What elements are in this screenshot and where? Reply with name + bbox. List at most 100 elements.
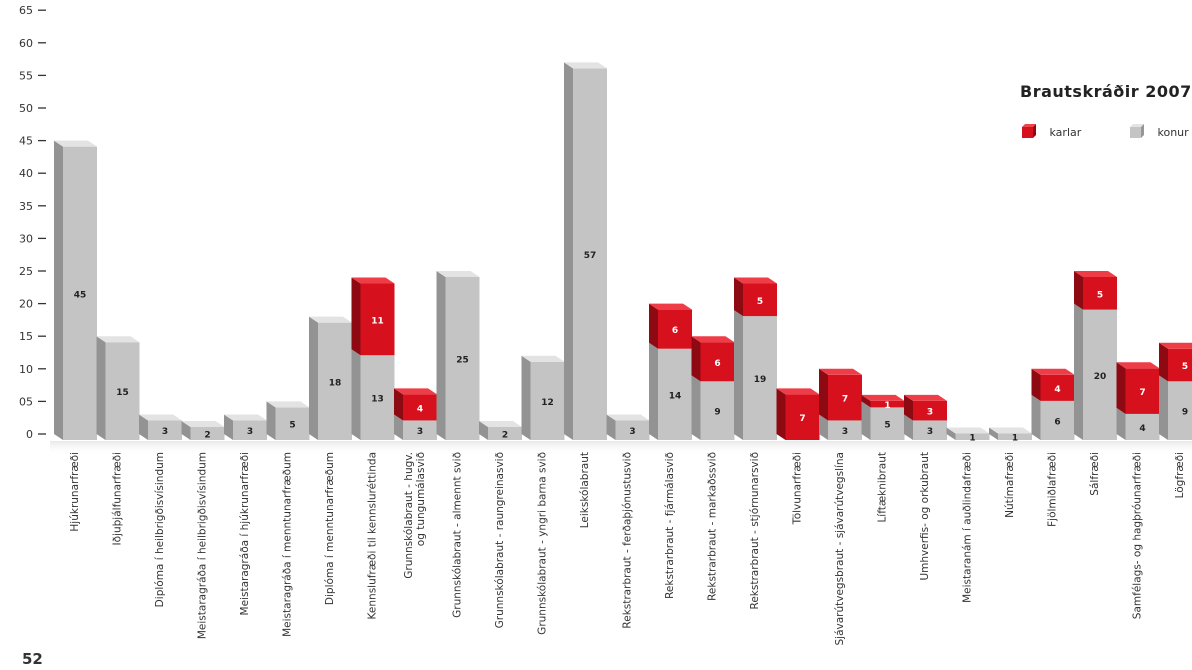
bar-konur-front	[743, 316, 777, 440]
bar-konur-side	[1159, 375, 1168, 440]
category-label: Líftæknibraut	[877, 452, 889, 523]
bar-group: 5	[266, 401, 310, 440]
y-tick-label: 15	[19, 330, 33, 343]
bar-konur-front	[105, 342, 140, 440]
category-label: Grunnskólabraut - yngri barna svið	[537, 452, 549, 635]
bar-konur-side	[479, 420, 488, 440]
category-label: Meistaranám í auðlindafræði	[962, 452, 974, 603]
legend-label-konur: konur	[1157, 126, 1189, 139]
bar-karlar-top	[351, 277, 395, 284]
bar-konur-value-label: 1	[969, 434, 975, 444]
bar-karlar-value-label: 5	[1182, 362, 1188, 372]
category-label: Fjölmiðlafræði	[1047, 452, 1059, 527]
bar-konur-value-label: 6	[1054, 417, 1060, 427]
bar-konur-value-label: 12	[541, 398, 554, 408]
bar-konur: 5	[861, 401, 905, 440]
bar-karlar-value-label: 6	[672, 326, 678, 336]
bar-konur-side	[1116, 407, 1126, 440]
y-tick-label: 35	[19, 200, 33, 213]
bar-konur-front	[233, 420, 267, 440]
bar-karlar-value-label: 5	[1097, 290, 1103, 300]
bar-konur-side	[266, 401, 276, 440]
bar-konur-side	[564, 62, 573, 441]
category-label: Kennslufræði til kennsluréttinda	[367, 452, 379, 619]
bar-group: 45	[54, 140, 97, 440]
bar-group: 7	[776, 388, 820, 440]
category-label: Umhverfis- og orkubraut	[919, 452, 931, 581]
bar-konur-side	[861, 401, 871, 440]
bar-konur-side	[691, 375, 701, 440]
bar-karlar-front	[1168, 348, 1192, 382]
bar-konur-side	[649, 342, 658, 440]
bar-konur-side	[181, 420, 191, 440]
bar-group: 57	[564, 62, 607, 441]
bar-konur: 18	[309, 316, 352, 440]
bar-konur: 2	[181, 420, 225, 440]
bar-konur-front	[403, 420, 437, 440]
bar-konur-front	[828, 420, 862, 440]
bar-konur: 3	[904, 414, 947, 440]
category-label: Diplóma í heilbrigðisvísindum	[154, 452, 166, 607]
bar-konur-front	[360, 355, 395, 440]
bar-konur: 9	[1159, 375, 1192, 440]
bar-karlar-side	[1116, 362, 1126, 414]
bar-karlar-value-label: 1	[884, 401, 890, 411]
bar-group: 95	[1159, 342, 1192, 440]
bar-konur-value-label: 15	[116, 388, 129, 398]
bar-karlar: 3	[904, 394, 947, 421]
bar-konur-front	[190, 426, 225, 440]
bar-group: 12	[521, 355, 565, 440]
bar-karlar: 4	[394, 388, 437, 421]
bar-group: 3	[606, 414, 650, 440]
bar-karlar-side	[351, 277, 361, 356]
bar-konur-value-label: 18	[329, 378, 342, 388]
bar-konur: 6	[1031, 394, 1075, 440]
legend-swatch-konur-icon	[1130, 124, 1144, 138]
bar-karlar-value-label: 4	[417, 404, 423, 414]
legend-item-konur: konur	[1130, 124, 1189, 139]
bar-konur-top	[96, 336, 140, 343]
category-label: Tölvunarfræði	[792, 452, 804, 525]
bar-konur: 3	[606, 414, 650, 440]
bar-group: 15	[96, 336, 140, 440]
bar-group: 33	[904, 394, 947, 440]
bar-konur: 15	[96, 336, 140, 440]
bar-group: 25	[436, 271, 480, 440]
bar-konur-front	[658, 348, 692, 440]
bar-konur: 13	[351, 349, 395, 440]
bar-konur-front	[318, 322, 352, 440]
bar-konur-side	[904, 414, 913, 440]
bar-karlar-value-label: 7	[799, 414, 805, 424]
bar-karlar-side	[861, 394, 871, 408]
bar-konur-top	[436, 271, 480, 277]
bar-konur-front	[998, 433, 1032, 440]
bar-karlar: 7	[819, 368, 862, 421]
bar-konur-side	[139, 414, 148, 440]
bar-group: 96	[691, 336, 735, 440]
y-tick-label: 05	[19, 395, 33, 408]
bar-konur-side	[436, 271, 446, 440]
bar-karlar: 6	[691, 336, 735, 382]
bar-karlar: 5	[1159, 342, 1192, 382]
category-label: Sálfræði	[1089, 452, 1101, 496]
bar-karlar-value-label: 4	[1054, 385, 1060, 395]
bar-konur-side	[989, 427, 998, 440]
bar-konur-top	[54, 140, 97, 147]
legend-swatch-karlar-icon	[1022, 124, 1036, 138]
bar-konur-side	[1031, 394, 1041, 440]
legend-title: Brautskráðir 2007	[1020, 82, 1192, 101]
bar-konur-value-label: 9	[1182, 408, 1188, 418]
bar-konur-front	[573, 68, 607, 441]
category-label: Rekstrarbraut - ferðaþjónustusvið	[622, 452, 634, 629]
bar-konur-top	[139, 414, 182, 421]
bar-karlar-top	[861, 394, 905, 401]
bar-konur-value-label: 3	[629, 427, 635, 437]
bar-karlar-top	[394, 388, 437, 395]
bar-karlar-front	[1125, 368, 1160, 414]
bar-konur-value-label: 2	[204, 430, 210, 440]
bar-karlar: 7	[776, 388, 820, 440]
bar-karlar-top	[1116, 362, 1160, 369]
bar-konur-side	[394, 414, 403, 440]
bar-konur-front	[445, 277, 480, 440]
